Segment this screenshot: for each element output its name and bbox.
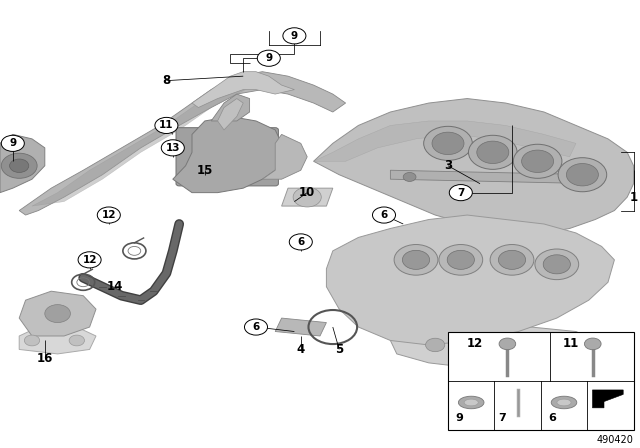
Polygon shape	[326, 215, 614, 345]
Polygon shape	[19, 72, 346, 215]
Circle shape	[432, 132, 464, 155]
Circle shape	[576, 172, 589, 181]
Bar	[448, 332, 634, 430]
Polygon shape	[218, 99, 243, 130]
Circle shape	[394, 245, 438, 275]
Circle shape	[447, 250, 474, 269]
Text: 9: 9	[456, 413, 463, 423]
Text: 490420: 490420	[596, 435, 634, 445]
Polygon shape	[275, 318, 326, 336]
Polygon shape	[314, 121, 576, 161]
Circle shape	[1, 153, 37, 178]
Ellipse shape	[464, 399, 478, 406]
Circle shape	[426, 338, 445, 352]
Ellipse shape	[458, 396, 484, 409]
Text: 1: 1	[630, 190, 637, 204]
Text: 8: 8	[163, 74, 170, 87]
Circle shape	[449, 185, 472, 201]
Circle shape	[558, 158, 607, 192]
Circle shape	[78, 252, 101, 268]
Text: 16: 16	[36, 352, 53, 365]
Text: 2: 2	[457, 352, 465, 365]
Text: 9: 9	[291, 31, 298, 41]
FancyBboxPatch shape	[176, 128, 278, 186]
Circle shape	[403, 172, 416, 181]
Polygon shape	[0, 134, 45, 193]
Circle shape	[161, 140, 184, 156]
Polygon shape	[282, 188, 333, 206]
Circle shape	[424, 126, 472, 160]
Circle shape	[499, 338, 516, 350]
Circle shape	[543, 255, 570, 274]
Polygon shape	[262, 134, 307, 179]
Circle shape	[24, 335, 40, 346]
Text: 15: 15	[196, 164, 213, 177]
Ellipse shape	[557, 399, 571, 406]
Polygon shape	[390, 170, 595, 184]
Polygon shape	[211, 94, 250, 121]
Text: 11: 11	[563, 337, 579, 350]
Circle shape	[244, 319, 268, 335]
Text: 5: 5	[335, 343, 343, 356]
Text: 10: 10	[299, 186, 316, 199]
Text: 13: 13	[166, 143, 180, 153]
Text: 7: 7	[457, 188, 465, 198]
Circle shape	[584, 338, 601, 350]
Circle shape	[499, 250, 525, 269]
Text: 6: 6	[297, 237, 305, 247]
Circle shape	[283, 28, 306, 44]
Circle shape	[490, 245, 534, 275]
Circle shape	[403, 250, 429, 269]
Polygon shape	[32, 81, 262, 206]
Circle shape	[45, 305, 70, 323]
Circle shape	[513, 144, 562, 178]
Text: 6: 6	[380, 210, 388, 220]
Circle shape	[535, 249, 579, 280]
Text: 4: 4	[297, 343, 305, 356]
Text: 14: 14	[107, 280, 124, 293]
Circle shape	[10, 159, 29, 172]
Text: 12: 12	[102, 210, 116, 220]
Circle shape	[257, 50, 280, 66]
Text: 9: 9	[9, 138, 17, 148]
Text: 3: 3	[444, 159, 452, 172]
Circle shape	[468, 135, 517, 169]
Text: 6: 6	[252, 322, 260, 332]
Circle shape	[1, 135, 24, 151]
Text: 7: 7	[498, 413, 506, 423]
Circle shape	[289, 234, 312, 250]
Circle shape	[502, 338, 522, 352]
Circle shape	[566, 164, 598, 186]
Polygon shape	[19, 327, 96, 354]
Circle shape	[293, 187, 321, 207]
Text: 12: 12	[467, 337, 483, 350]
Polygon shape	[593, 390, 623, 408]
Circle shape	[477, 141, 509, 164]
Polygon shape	[19, 291, 96, 336]
Circle shape	[372, 207, 396, 223]
Circle shape	[522, 150, 554, 172]
Circle shape	[69, 335, 84, 346]
Text: 11: 11	[159, 121, 173, 130]
Circle shape	[97, 207, 120, 223]
Text: 6: 6	[548, 413, 556, 423]
Text: 12: 12	[83, 255, 97, 265]
Polygon shape	[314, 99, 634, 233]
Circle shape	[155, 117, 178, 134]
Circle shape	[439, 245, 483, 275]
Text: 9: 9	[265, 53, 273, 63]
Ellipse shape	[551, 396, 577, 409]
Polygon shape	[192, 72, 294, 108]
Polygon shape	[173, 116, 282, 193]
Polygon shape	[390, 327, 595, 367]
Circle shape	[566, 338, 586, 352]
